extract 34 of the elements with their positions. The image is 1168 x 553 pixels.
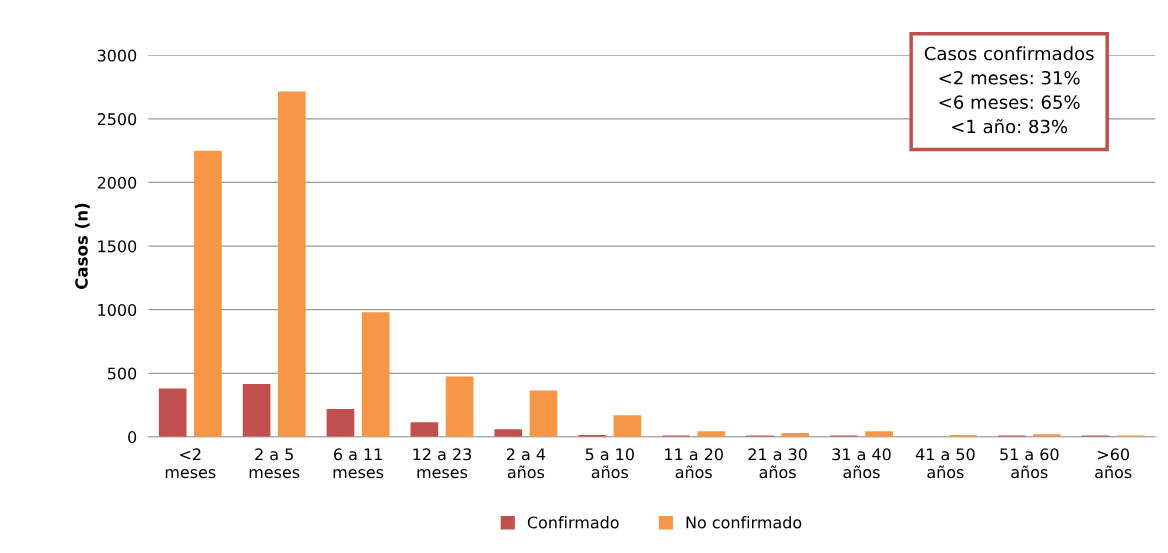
bar bbox=[445, 376, 474, 437]
bar bbox=[361, 312, 390, 437]
x-tick-label: 51 a 60 años bbox=[1000, 448, 1059, 479]
legend-label: Confirmado bbox=[527, 516, 619, 529]
annotation: Casos confirmados <2 meses: 31% <6 meses: 65% <1 año: 83% bbox=[924, 46, 1094, 134]
bar bbox=[277, 91, 306, 437]
x-tick-label: 2 a 5 meses bbox=[249, 448, 300, 479]
bar bbox=[410, 422, 439, 437]
bar bbox=[494, 429, 523, 437]
bar bbox=[242, 384, 271, 437]
x-tick-label: 2 a 4 años bbox=[506, 448, 546, 479]
bar bbox=[158, 388, 187, 437]
legend-label: No confirmado bbox=[686, 516, 802, 529]
x-tick-label: 11 a 20 años bbox=[665, 448, 723, 479]
y-tick-label: 500 bbox=[107, 367, 137, 380]
bar bbox=[194, 150, 222, 437]
x-tick-label: 12 a 23 meses bbox=[413, 448, 472, 479]
y-tick-label: 1000 bbox=[98, 303, 137, 316]
bar bbox=[613, 415, 642, 437]
bar bbox=[529, 390, 558, 437]
y-tick-label: 1500 bbox=[98, 240, 137, 253]
y-tick-label: 0 bbox=[128, 431, 137, 444]
x-tick-label: >60 años bbox=[1095, 448, 1132, 479]
bar bbox=[326, 408, 355, 437]
x-tick-label: <2 meses bbox=[165, 448, 216, 479]
y-tick-label: 2000 bbox=[97, 176, 137, 189]
y-axis-title: Casos (n) bbox=[74, 203, 90, 290]
x-tick-label: 41 a 50 años bbox=[915, 448, 975, 479]
x-tick-label: 21 a 30 años bbox=[748, 448, 807, 479]
y-tick-label: 2500 bbox=[97, 113, 137, 126]
x-tick-label: 6 a 11 meses bbox=[333, 448, 384, 479]
x-tick-label: 31 a 40 años bbox=[832, 448, 891, 479]
y-tick-label: 3000 bbox=[97, 49, 137, 62]
x-tick-label: 5 a 10 años bbox=[585, 448, 634, 479]
